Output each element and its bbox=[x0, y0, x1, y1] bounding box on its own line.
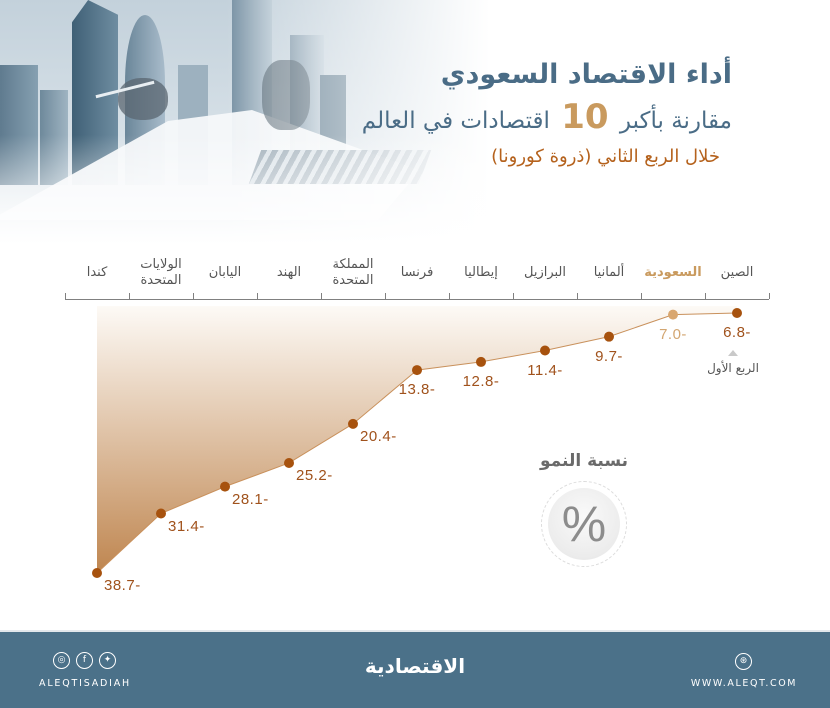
category-label: البرازيل bbox=[523, 265, 567, 280]
social-icons: ◎ f ✦ bbox=[53, 652, 116, 669]
value-label: 11.4- bbox=[527, 361, 563, 379]
category-label-highlight: السعودية bbox=[644, 265, 702, 280]
value-label: 6.8- bbox=[723, 324, 751, 342]
chart-period: خلال الربع الثاني (ذروة كورونا) bbox=[491, 146, 720, 167]
x-axis-line bbox=[65, 299, 769, 300]
value-label: 13.8- bbox=[398, 381, 436, 399]
data-point bbox=[156, 508, 166, 519]
value-label: 28.1- bbox=[232, 490, 269, 508]
growth-rate-label: نسبة النمو bbox=[539, 451, 629, 471]
data-points bbox=[92, 308, 742, 579]
website-link[interactable]: WWW.ALEQT.COM bbox=[690, 678, 798, 689]
subtitle-pre: مقارنة بأكبر bbox=[619, 108, 732, 134]
category-label: فرنسا bbox=[400, 265, 434, 280]
value-label: 7.0- bbox=[659, 325, 687, 343]
category-axis-labels: كندا الولايات المتحدة اليابان الهند المم… bbox=[65, 252, 769, 294]
data-point bbox=[220, 481, 230, 492]
category-label: إيطاليا bbox=[464, 265, 498, 280]
twitter-icon[interactable]: ✦ bbox=[99, 652, 116, 669]
category-label: كندا bbox=[86, 265, 108, 280]
data-point bbox=[92, 568, 102, 579]
instagram-icon[interactable]: ◎ bbox=[53, 652, 70, 669]
chart-subtitle: مقارنة بأكبر 10 اقتصادات في العالم bbox=[332, 96, 732, 142]
annotation-first-quarter: الربع الأول bbox=[707, 361, 759, 375]
data-point bbox=[732, 308, 742, 319]
value-label: 38.7- bbox=[104, 577, 141, 594]
photo-fade bbox=[0, 0, 500, 245]
chart-title: أداء الاقتصاد السعودي bbox=[440, 59, 732, 90]
brand-logo: الاقتصادية bbox=[364, 654, 466, 678]
footer: ◎ f ✦ ALEQTISADIAH الاقتصادية ⊛ WWW.ALEQ… bbox=[0, 632, 830, 708]
title-block: أداء الاقتصاد السعودي مقارنة بأكبر 10 اق… bbox=[332, 56, 732, 172]
value-label: 9.7- bbox=[595, 347, 623, 365]
data-point bbox=[604, 331, 614, 342]
globe-icon: ⊛ bbox=[735, 653, 752, 670]
value-label: 12.8- bbox=[462, 372, 500, 390]
triangle-up-icon bbox=[728, 350, 738, 356]
area-fill bbox=[97, 306, 737, 574]
axis-ticks bbox=[65, 293, 770, 299]
data-point bbox=[284, 457, 294, 468]
category-label: الهند bbox=[276, 265, 302, 280]
percent-ring bbox=[541, 481, 627, 567]
facebook-icon[interactable]: f bbox=[76, 652, 93, 669]
data-point-highlight bbox=[668, 309, 678, 320]
value-label: 31.4- bbox=[168, 517, 205, 535]
hero-photo bbox=[0, 0, 500, 245]
data-point bbox=[540, 345, 550, 356]
category-label: الولايات المتحدة bbox=[140, 257, 182, 288]
subtitle-number: 10 bbox=[561, 97, 609, 137]
category-label: ألمانيا bbox=[593, 265, 625, 280]
percent-icon: % bbox=[561, 496, 607, 552]
category-label: المملكة المتحدة bbox=[332, 257, 374, 288]
category-label: اليابان bbox=[208, 265, 242, 280]
percent-circle bbox=[548, 488, 620, 560]
value-label: 25.2- bbox=[296, 466, 333, 484]
category-label: الصين bbox=[720, 265, 754, 280]
data-point bbox=[476, 356, 486, 367]
data-point bbox=[412, 365, 422, 376]
value-label: 20.4- bbox=[360, 427, 397, 445]
data-point bbox=[348, 418, 358, 429]
footer-divider bbox=[0, 630, 830, 632]
social-handle[interactable]: ALEQTISADIAH bbox=[39, 678, 131, 689]
subtitle-post: اقتصادات في العالم bbox=[361, 108, 550, 134]
